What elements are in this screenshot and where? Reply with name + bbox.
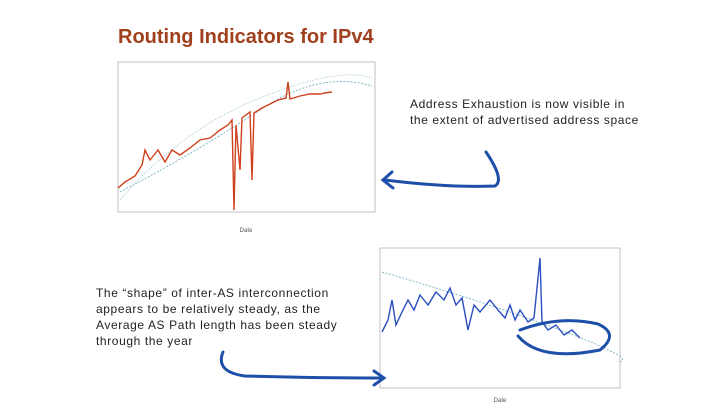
slide-title: Routing Indicators for IPv4 xyxy=(118,26,374,48)
callout-text: The “shape” of inter-AS interconnection … xyxy=(96,286,338,348)
highlight-loop xyxy=(516,319,611,356)
plot-frame xyxy=(117,61,376,213)
arrowhead xyxy=(380,170,395,190)
plot-frame xyxy=(379,247,621,389)
x-axis-label: Date xyxy=(240,228,253,234)
data-line xyxy=(117,81,333,211)
arrow xyxy=(219,350,385,380)
callout-text: Address Exhaustion is now visible in the… xyxy=(410,97,639,127)
x-axis-label: Date xyxy=(494,398,507,404)
arrow xyxy=(383,150,500,188)
chart-1: Date xyxy=(117,61,376,234)
chart-2: Date xyxy=(379,247,624,404)
fit-line xyxy=(381,271,624,363)
data-line xyxy=(381,257,581,339)
arrowhead xyxy=(372,369,387,387)
annotation-arrows xyxy=(219,150,611,387)
